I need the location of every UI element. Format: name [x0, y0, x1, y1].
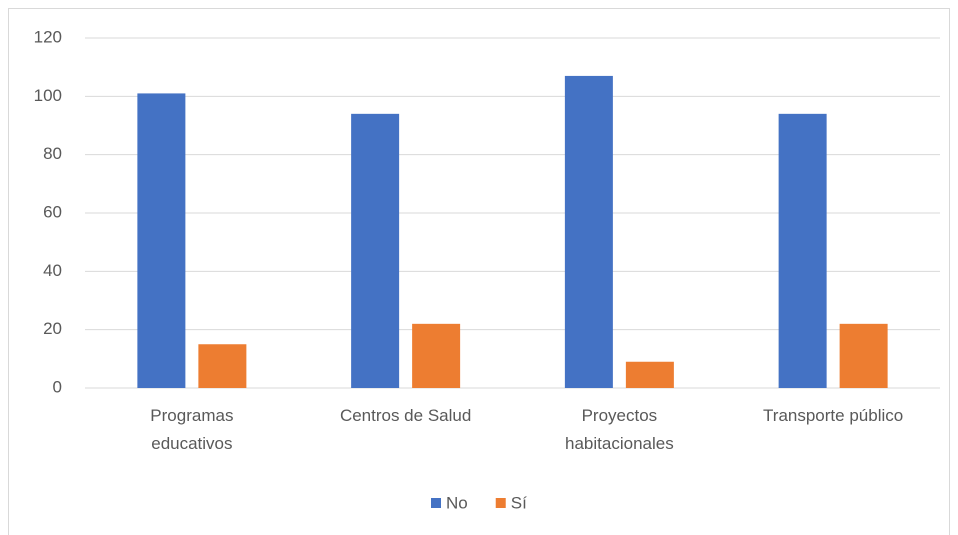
legend-swatch: [495, 498, 506, 508]
y-tick-label: 120: [34, 27, 62, 46]
bar: [198, 344, 247, 388]
y-tick-label: 0: [53, 377, 62, 396]
x-tick-label: Transporte público: [763, 406, 904, 425]
bar: [778, 113, 827, 388]
y-tick-label: 20: [43, 319, 62, 338]
x-tick-label: Centros de Salud: [339, 406, 472, 425]
x-tick-label: Proyectos habitacionales: [565, 406, 674, 453]
bar: [839, 323, 888, 388]
y-tick-label: 60: [43, 202, 62, 221]
x-tick-label: Programas educativos: [150, 406, 234, 453]
bar: [564, 75, 613, 389]
bar: [351, 113, 400, 388]
chart-border: [8, 8, 950, 535]
y-tick-label: 80: [43, 144, 62, 163]
y-tick-label: 40: [43, 261, 62, 280]
legend-swatch: [431, 498, 441, 508]
bar: [625, 361, 674, 388]
y-tick-label: 100: [34, 86, 62, 105]
legend-label: No: [446, 493, 468, 512]
bar: [412, 323, 461, 388]
bar: [137, 93, 186, 389]
legend-label: Sí: [511, 493, 527, 512]
